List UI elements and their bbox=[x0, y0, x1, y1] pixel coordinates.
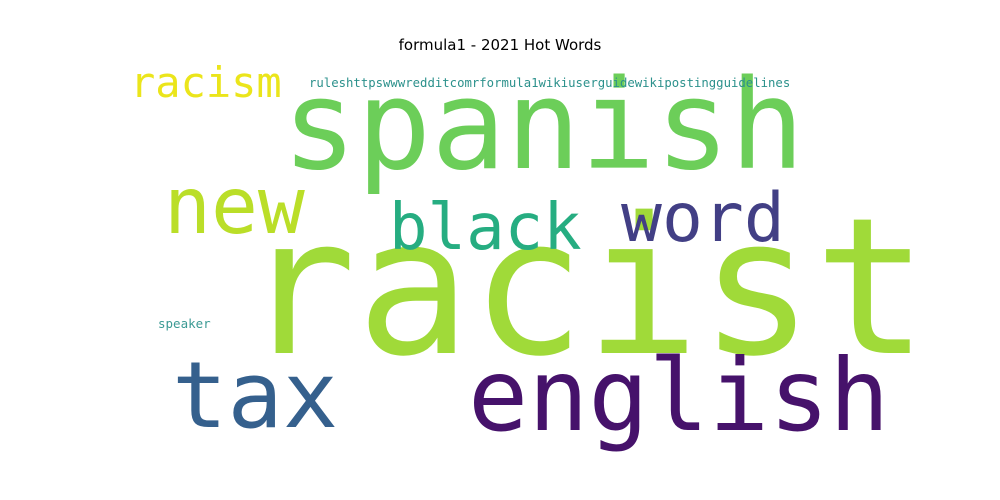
word-new: new bbox=[164, 162, 305, 252]
word-spanish: spanish bbox=[282, 54, 805, 198]
word-black: black bbox=[389, 191, 582, 265]
word-racism: racism bbox=[130, 58, 282, 107]
word-racist: racist bbox=[242, 177, 929, 398]
word-tax: tax bbox=[172, 342, 339, 449]
word-english: english bbox=[468, 337, 890, 454]
word-rules-url: ruleshttpswwwredditcomrformula1wikiuserg… bbox=[309, 76, 791, 90]
word-speaker: speaker bbox=[158, 316, 211, 331]
word-word: word bbox=[621, 179, 785, 258]
chart-title: formula1 - 2021 Hot Words bbox=[398, 36, 602, 54]
